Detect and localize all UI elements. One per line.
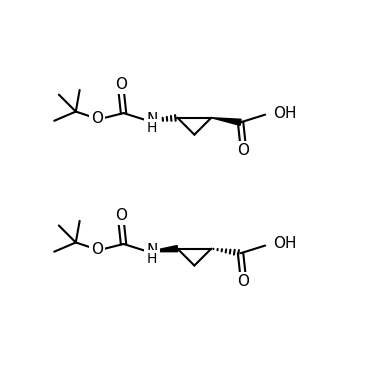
Text: N: N	[146, 112, 158, 127]
Text: H: H	[147, 253, 157, 266]
Text: O: O	[91, 242, 103, 257]
Text: O: O	[237, 143, 249, 158]
Polygon shape	[148, 246, 178, 252]
Text: N: N	[146, 243, 158, 258]
Text: H: H	[147, 122, 157, 135]
Text: OH: OH	[273, 237, 296, 251]
Text: O: O	[115, 208, 127, 223]
Text: O: O	[115, 77, 127, 92]
Text: O: O	[91, 111, 103, 126]
Polygon shape	[211, 118, 241, 126]
Text: O: O	[237, 274, 249, 289]
Text: OH: OH	[273, 105, 296, 120]
